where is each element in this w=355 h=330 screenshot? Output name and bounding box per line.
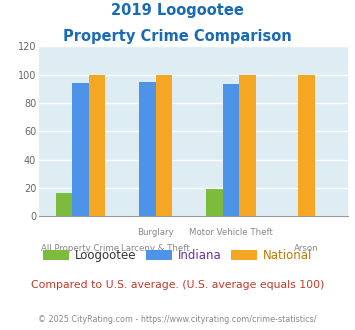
Text: Burglary: Burglary: [137, 228, 174, 237]
Bar: [72, 83, 89, 216]
Text: All Property Crime: All Property Crime: [42, 244, 120, 253]
Text: Arson: Arson: [294, 244, 319, 253]
Bar: [239, 75, 256, 216]
Bar: [139, 82, 156, 216]
Legend: Loogootee, Indiana, National: Loogootee, Indiana, National: [38, 245, 317, 267]
Text: © 2025 CityRating.com - https://www.cityrating.com/crime-statistics/: © 2025 CityRating.com - https://www.city…: [38, 315, 317, 324]
Bar: [156, 75, 173, 216]
Bar: [89, 75, 105, 216]
Text: Larceny & Theft: Larceny & Theft: [121, 244, 190, 253]
Bar: [56, 193, 72, 216]
Text: 2019 Loogootee: 2019 Loogootee: [111, 3, 244, 18]
Bar: [298, 75, 315, 216]
Text: Motor Vehicle Theft: Motor Vehicle Theft: [189, 228, 273, 237]
Text: Compared to U.S. average. (U.S. average equals 100): Compared to U.S. average. (U.S. average …: [31, 280, 324, 290]
Bar: [206, 189, 223, 216]
Text: Property Crime Comparison: Property Crime Comparison: [63, 29, 292, 44]
Bar: [223, 84, 239, 216]
